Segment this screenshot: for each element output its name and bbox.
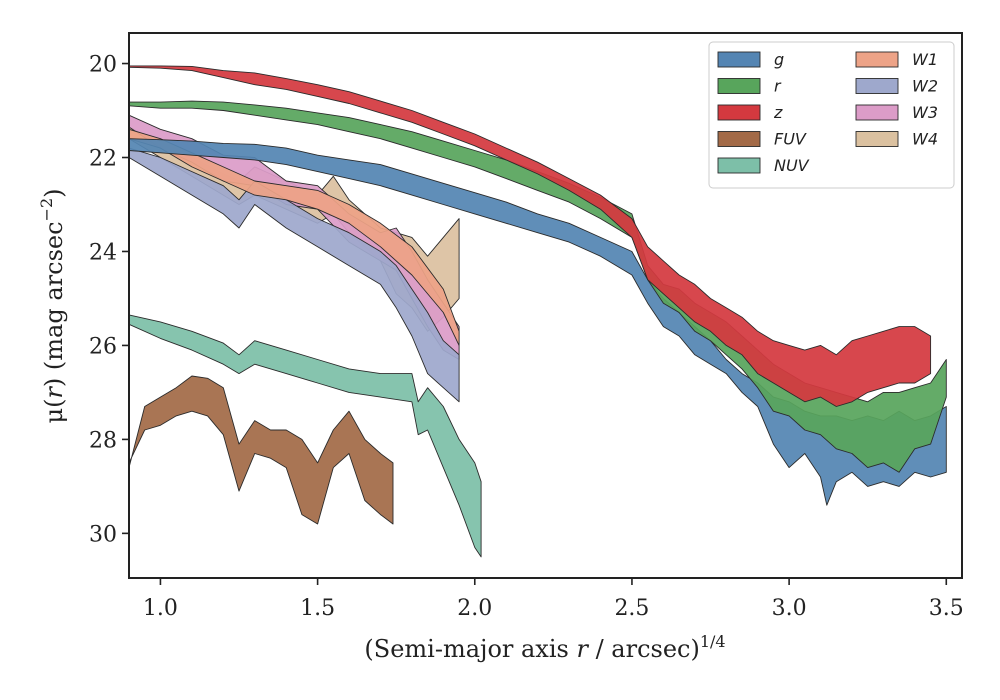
y-tick-label: 20 (89, 53, 117, 78)
legend-label-fuv: FUV (774, 130, 807, 149)
y-tick-label: 22 (89, 147, 117, 172)
legend-label-w2: W2 (912, 77, 938, 96)
y-tick-label: 30 (89, 522, 117, 547)
legend-label-w4: W4 (912, 130, 938, 149)
x-tick-label: 3.0 (772, 596, 807, 621)
y-tick-label: 28 (89, 428, 117, 453)
x-tick-label: 1.0 (143, 596, 178, 621)
bands-layer (128, 65, 947, 558)
legend-label-w3: W3 (912, 103, 938, 122)
x-axis: 1.0 1.5 2.0 2.5 3.0 3.5 (143, 578, 964, 621)
band-g (128, 138, 947, 506)
y-tick-label: 26 (89, 334, 117, 359)
legend-swatch-g (717, 51, 761, 68)
x-axis-label: (Semi-major axis r / arcsec)1/4 (364, 632, 725, 663)
legend-swatch-fuv (717, 131, 761, 147)
legend-swatch-w1 (855, 51, 899, 68)
y-axis-label: μ(r) (mag arcsec−2) (37, 188, 68, 423)
band-fuv (128, 375, 394, 525)
x-tick-label: 3.5 (929, 596, 964, 621)
y-axis: 20 22 24 26 28 30 (89, 53, 129, 547)
band-nuv (128, 314, 482, 558)
legend-swatch-w2 (855, 78, 899, 94)
x-tick-label: 2.0 (457, 596, 492, 621)
legend-label-w1: W1 (912, 50, 938, 69)
legend-label-r: r (774, 77, 782, 96)
legend-label-z: z (773, 103, 783, 122)
legend-swatch-w3 (855, 104, 899, 121)
legend-label-nuv: NUV (774, 156, 810, 175)
band-w1 (128, 128, 460, 346)
x-tick-label: 1.5 (300, 596, 335, 621)
legend-swatch-w4 (855, 131, 899, 147)
legend-swatch-z (717, 104, 761, 121)
y-tick-label: 24 (89, 240, 117, 265)
legend-swatch-r (717, 78, 761, 94)
legend-swatch-nuv (717, 157, 761, 174)
legend-label-g: g (774, 50, 784, 69)
plot-frame (128, 32, 963, 579)
band-z (128, 65, 932, 407)
legend: grz FUV NUV W1 W2 W3 W4 (708, 41, 955, 189)
x-tick-label: 2.5 (614, 596, 649, 621)
